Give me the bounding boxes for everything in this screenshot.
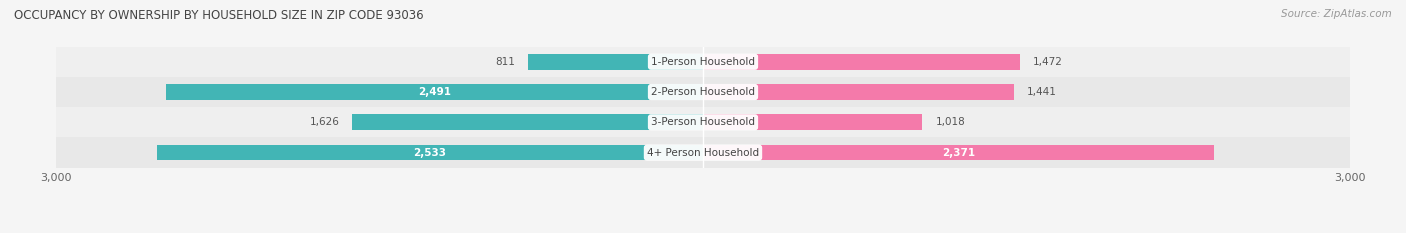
Bar: [157, 145, 703, 161]
Text: 3-Person Household: 3-Person Household: [651, 117, 755, 127]
Text: 811: 811: [495, 57, 515, 67]
Bar: [703, 54, 1021, 70]
Bar: [166, 84, 703, 100]
Bar: [56, 77, 1350, 107]
Text: 1-Person Household: 1-Person Household: [651, 57, 755, 67]
Bar: [56, 107, 1350, 137]
Text: 1,472: 1,472: [1033, 57, 1063, 67]
Text: 4+ Person Household: 4+ Person Household: [647, 148, 759, 158]
Text: 2,491: 2,491: [418, 87, 451, 97]
Bar: [353, 114, 703, 130]
Bar: [703, 114, 922, 130]
Text: 2-Person Household: 2-Person Household: [651, 87, 755, 97]
Bar: [56, 137, 1350, 168]
Text: OCCUPANCY BY OWNERSHIP BY HOUSEHOLD SIZE IN ZIP CODE 93036: OCCUPANCY BY OWNERSHIP BY HOUSEHOLD SIZE…: [14, 9, 423, 22]
Bar: [703, 84, 1014, 100]
Bar: [56, 47, 1350, 77]
Text: Source: ZipAtlas.com: Source: ZipAtlas.com: [1281, 9, 1392, 19]
Legend: Owner-occupied, Renter-occupied: Owner-occupied, Renter-occupied: [578, 230, 828, 233]
Bar: [529, 54, 703, 70]
Text: 2,533: 2,533: [413, 148, 447, 158]
Text: 1,018: 1,018: [935, 117, 965, 127]
Text: 1,441: 1,441: [1026, 87, 1056, 97]
Text: 1,626: 1,626: [309, 117, 339, 127]
Text: 2,371: 2,371: [942, 148, 976, 158]
Bar: [703, 145, 1215, 161]
